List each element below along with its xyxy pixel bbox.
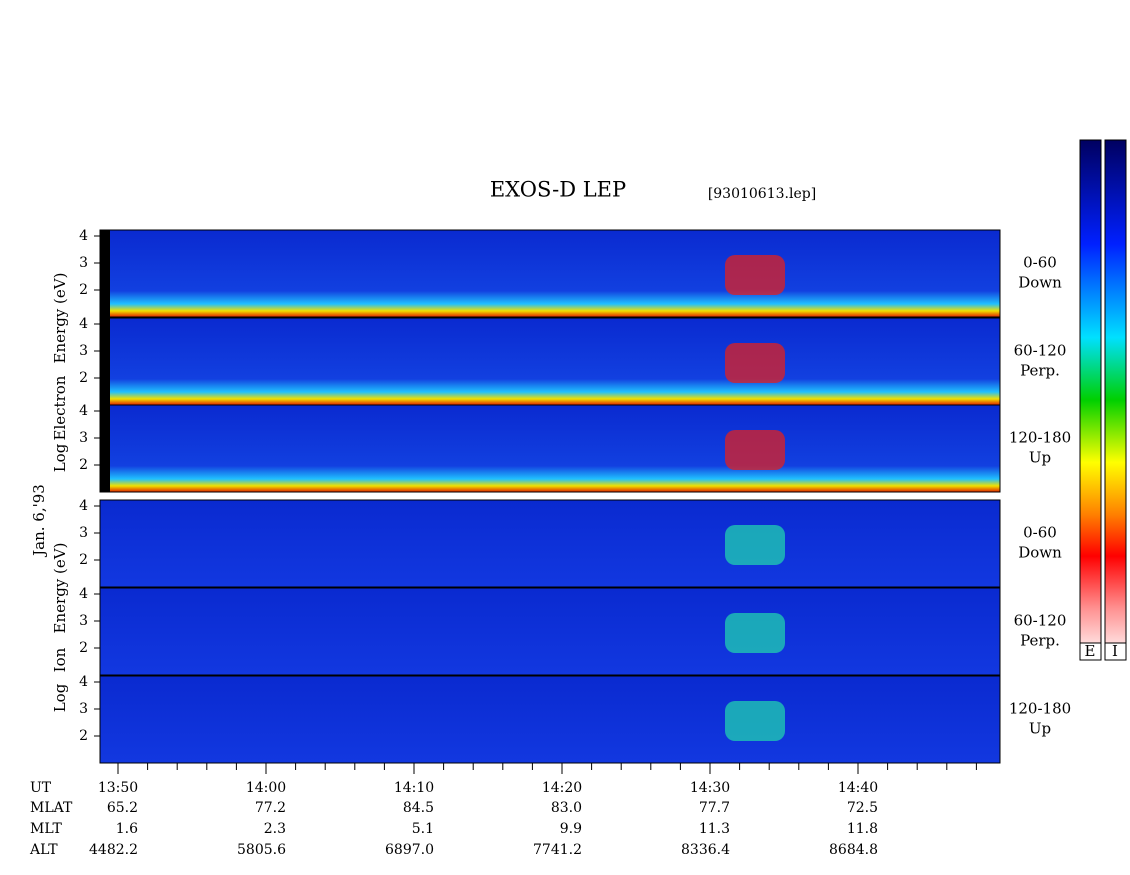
row-value: 1.6 [116, 821, 138, 837]
title: EXOS-D LEP [490, 178, 626, 202]
spectrogram-panel [99, 404, 1001, 493]
y-axis-label: Ion [51, 647, 69, 672]
spectrogram-panel [99, 675, 1001, 764]
y-tick-label: 4 [79, 586, 88, 602]
row-value: 2.3 [264, 821, 286, 837]
y-tick-label: 4 [79, 403, 88, 419]
y-tick-label: 2 [79, 552, 88, 568]
panel-angle: 60-120 [1014, 612, 1067, 630]
panel-direction: Up [1029, 720, 1051, 738]
row-value: 14:20 [542, 780, 582, 796]
spectrogram-panel [99, 587, 1001, 676]
row-value: 7741.2 [533, 842, 582, 858]
row-value: 14:10 [394, 780, 434, 796]
row-value: 14:00 [246, 780, 286, 796]
y-tick-label: 4 [79, 674, 88, 690]
colorbar [1079, 139, 1102, 661]
row-value: 13:50 [98, 780, 138, 796]
panel-angle: 60-120 [1014, 342, 1067, 360]
spectrogram-panel [99, 317, 1001, 406]
colorbar [1104, 139, 1127, 661]
row-value: 14:40 [838, 780, 878, 796]
y-tick-label: 3 [79, 613, 88, 629]
row-value: 11.8 [847, 821, 878, 837]
row-value: 14:30 [690, 780, 730, 796]
colorbar-box [1104, 642, 1127, 661]
colorbar-box [1079, 642, 1102, 661]
colorbar-label: E [1085, 642, 1096, 660]
row-label: MLT [30, 821, 62, 837]
event-region [725, 701, 785, 741]
row-value: 83.0 [551, 800, 582, 816]
row-value: 72.5 [847, 800, 878, 816]
y-tick-label: 3 [79, 525, 88, 541]
event-region [725, 343, 785, 383]
row-value: 77.2 [255, 800, 286, 816]
y-axis-label: Log [51, 443, 69, 472]
data-gap [100, 405, 110, 492]
y-tick-label: 3 [79, 430, 88, 446]
y-tick-label: 4 [79, 316, 88, 332]
y-axis-label: Electron [51, 375, 69, 440]
event-region [725, 430, 785, 470]
y-tick-label: 2 [79, 640, 88, 656]
event-region [725, 525, 785, 565]
file-name: [93010613.lep] [708, 186, 816, 202]
row-value: 6897.0 [385, 842, 434, 858]
y-axis-label: Energy (eV) [51, 273, 69, 364]
panel-angle: 120-180 [1009, 429, 1071, 447]
row-value: 5805.6 [237, 842, 286, 858]
y-tick-label: 3 [79, 255, 88, 271]
panel-direction: Down [1018, 274, 1062, 292]
panel-angle: 0-60 [1023, 524, 1057, 542]
row-label: UT [30, 780, 52, 796]
panel-direction: Perp. [1020, 632, 1060, 650]
row-value: 5.1 [412, 821, 434, 837]
row-value: 8336.4 [681, 842, 730, 858]
panel-angle: 120-180 [1009, 700, 1071, 718]
y-tick-label: 2 [79, 457, 88, 473]
data-gap [100, 318, 110, 405]
y-axis-label: Energy (eV) [51, 543, 69, 634]
event-region [725, 613, 785, 653]
row-value: 65.2 [107, 800, 138, 816]
y-tick-label: 2 [79, 282, 88, 298]
row-value: 11.3 [699, 821, 730, 837]
row-value: 77.7 [699, 800, 730, 816]
y-tick-label: 2 [79, 370, 88, 386]
spectrogram-panel [99, 229, 1001, 318]
panel-direction: Down [1018, 544, 1062, 562]
y-axis-label: Log [51, 683, 69, 712]
data-gap [100, 230, 110, 317]
date: Jan. 6,'93 [30, 484, 48, 558]
spectrogram-panel [99, 499, 1001, 588]
y-tick-label: 2 [79, 728, 88, 744]
row-value: 8684.8 [829, 842, 878, 858]
y-tick-label: 4 [79, 228, 88, 244]
y-tick-label: 3 [79, 343, 88, 359]
row-value: 9.9 [560, 821, 582, 837]
y-tick-label: 3 [79, 701, 88, 717]
row-label: ALT [29, 842, 58, 858]
event-region [725, 255, 785, 295]
row-label: MLAT [30, 800, 73, 816]
row-value: 4482.2 [89, 842, 138, 858]
panel-direction: Up [1029, 449, 1051, 467]
y-tick-label: 4 [79, 498, 88, 514]
panel-angle: 0-60 [1023, 254, 1057, 272]
panel-direction: Perp. [1020, 362, 1060, 380]
row-value: 84.5 [403, 800, 434, 816]
colorbar-label: I [1112, 642, 1118, 660]
